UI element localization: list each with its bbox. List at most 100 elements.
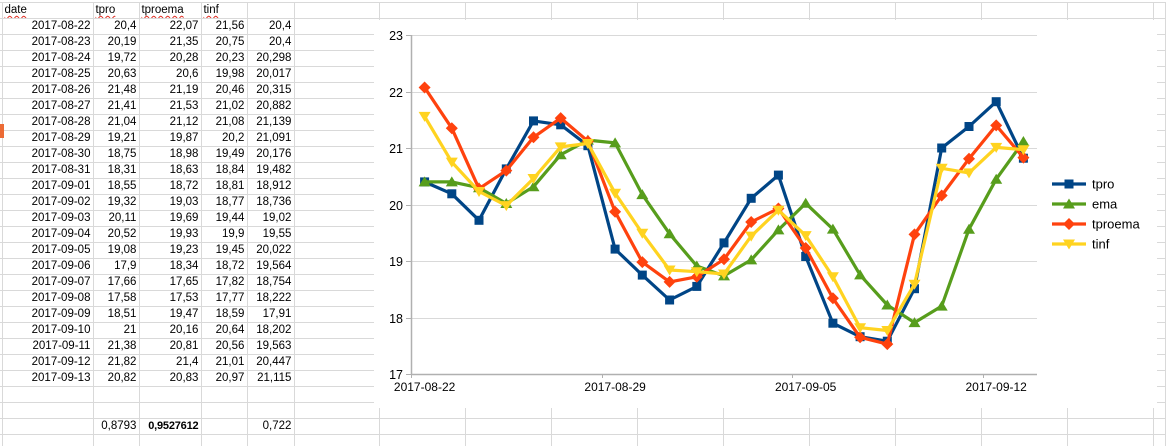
empty-cell[interactable]: [201, 402, 249, 419]
ema-cell[interactable]: 19,02: [247, 210, 296, 227]
legend-item-tproema[interactable]: tproema: [1052, 217, 1140, 232]
date-cell[interactable]: 2017-09-11: [2, 338, 95, 355]
tinf-cell[interactable]: 20,46: [201, 82, 249, 99]
empty-cell[interactable]: [93, 434, 141, 446]
tproema-cell[interactable]: 17,65: [139, 274, 203, 291]
ema-cell[interactable]: 20,298: [247, 50, 296, 67]
tpro-cell[interactable]: 21: [93, 322, 141, 339]
col-header-date[interactable]: date: [2, 2, 95, 19]
col-header-tinf[interactable]: tinf: [201, 2, 249, 19]
date-cell[interactable]: 2017-08-27: [2, 98, 95, 115]
empty-cell[interactable]: [2, 402, 95, 419]
empty-cell[interactable]: [93, 402, 141, 419]
tpro-cell[interactable]: 18,31: [93, 162, 141, 179]
ema-cell[interactable]: 17,91: [247, 306, 296, 323]
date-cell[interactable]: 2017-09-10: [2, 322, 95, 339]
tpro-cell[interactable]: 18,55: [93, 178, 141, 195]
tinf-cell[interactable]: 21,02: [201, 98, 249, 115]
date-cell[interactable]: 2017-08-29: [2, 130, 95, 147]
empty-cell[interactable]: [895, 2, 983, 19]
ema-cell[interactable]: 18,912: [247, 178, 296, 195]
tproema-cell[interactable]: 19,93: [139, 226, 203, 243]
legend-item-ema[interactable]: ema: [1052, 197, 1118, 212]
date-cell[interactable]: 2017-09-06: [2, 258, 95, 275]
ema-cell[interactable]: 20,017: [247, 66, 296, 83]
ema-cell[interactable]: 18,736: [247, 194, 296, 211]
tpro-cell[interactable]: 21,41: [93, 98, 141, 115]
empty-cell[interactable]: [294, 338, 381, 355]
tproema-cell[interactable]: 18,72: [139, 178, 203, 195]
tpro-cell[interactable]: 20,63: [93, 66, 141, 83]
empty-cell[interactable]: [247, 2, 296, 19]
empty-cell[interactable]: [637, 2, 725, 19]
tpro-cell[interactable]: 19,08: [93, 242, 141, 259]
empty-cell[interactable]: [1067, 418, 1154, 435]
stat-cell[interactable]: 0,722: [247, 418, 296, 435]
stat-cell-bold[interactable]: 0,9527612: [139, 418, 203, 435]
empty-cell[interactable]: [139, 402, 203, 419]
tinf-cell[interactable]: 19,45: [201, 242, 249, 259]
empty-cell[interactable]: [294, 322, 381, 339]
tinf-cell[interactable]: 20,75: [201, 34, 249, 51]
tproema-cell[interactable]: 20,83: [139, 370, 203, 387]
col-header-tproema[interactable]: tproema: [139, 2, 203, 19]
empty-cell[interactable]: [294, 194, 381, 211]
tproema-cell[interactable]: 21,19: [139, 82, 203, 99]
tproema-cell[interactable]: 18,98: [139, 146, 203, 163]
empty-cell[interactable]: [1153, 2, 1166, 19]
empty-cell[interactable]: [809, 434, 897, 446]
tpro-cell[interactable]: 19,32: [93, 194, 141, 211]
tpro-cell[interactable]: 20,4: [93, 18, 141, 35]
tproema-cell[interactable]: 19,03: [139, 194, 203, 211]
empty-cell[interactable]: [723, 418, 811, 435]
date-cell[interactable]: 2017-09-02: [2, 194, 95, 211]
tinf-cell[interactable]: 20,97: [201, 370, 249, 387]
tproema-cell[interactable]: 20,16: [139, 322, 203, 339]
empty-cell[interactable]: [294, 82, 381, 99]
tpro-cell[interactable]: 21,04: [93, 114, 141, 131]
tproema-cell[interactable]: 22,07: [139, 18, 203, 35]
date-cell[interactable]: 2017-09-07: [2, 274, 95, 291]
ema-cell[interactable]: 21,115: [247, 370, 296, 387]
empty-cell[interactable]: [294, 290, 381, 307]
tpro-cell[interactable]: 20,52: [93, 226, 141, 243]
tproema-cell[interactable]: 20,81: [139, 338, 203, 355]
empty-cell[interactable]: [247, 434, 296, 446]
date-cell[interactable]: 2017-09-03: [2, 210, 95, 227]
tpro-cell[interactable]: 20,11: [93, 210, 141, 227]
tpro-cell[interactable]: 20,82: [93, 370, 141, 387]
empty-cell[interactable]: [637, 434, 725, 446]
ema-cell[interactable]: 20,447: [247, 354, 296, 371]
tproema-cell[interactable]: 21,53: [139, 98, 203, 115]
date-cell[interactable]: 2017-09-01: [2, 178, 95, 195]
tpro-cell[interactable]: 18,75: [93, 146, 141, 163]
empty-cell[interactable]: [201, 386, 249, 403]
empty-cell[interactable]: [465, 418, 553, 435]
tinf-cell[interactable]: 18,77: [201, 194, 249, 211]
date-cell[interactable]: 2017-08-24: [2, 50, 95, 67]
tinf-cell[interactable]: 18,59: [201, 306, 249, 323]
tproema-cell[interactable]: 21,4: [139, 354, 203, 371]
empty-cell[interactable]: [294, 146, 381, 163]
empty-cell[interactable]: [379, 434, 467, 446]
date-cell[interactable]: 2017-08-26: [2, 82, 95, 99]
empty-cell[interactable]: [1067, 2, 1154, 19]
tproema-cell[interactable]: 20,28: [139, 50, 203, 67]
tinf-cell[interactable]: 17,77: [201, 290, 249, 307]
ema-cell[interactable]: 20,176: [247, 146, 296, 163]
tinf-cell[interactable]: 18,84: [201, 162, 249, 179]
date-cell[interactable]: 2017-09-08: [2, 290, 95, 307]
ema-cell[interactable]: 21,091: [247, 130, 296, 147]
tpro-cell[interactable]: 17,9: [93, 258, 141, 275]
empty-cell[interactable]: [379, 2, 467, 19]
tinf-cell[interactable]: 21,56: [201, 18, 249, 35]
empty-cell[interactable]: [809, 2, 897, 19]
ema-cell[interactable]: 18,222: [247, 290, 296, 307]
date-cell[interactable]: 2017-08-23: [2, 34, 95, 51]
tpro-cell[interactable]: 19,72: [93, 50, 141, 67]
empty-cell[interactable]: [294, 34, 381, 51]
tproema-cell[interactable]: 20,6: [139, 66, 203, 83]
tinf-cell[interactable]: 21,08: [201, 114, 249, 131]
empty-cell[interactable]: [294, 18, 381, 35]
ema-cell[interactable]: 20,882: [247, 98, 296, 115]
